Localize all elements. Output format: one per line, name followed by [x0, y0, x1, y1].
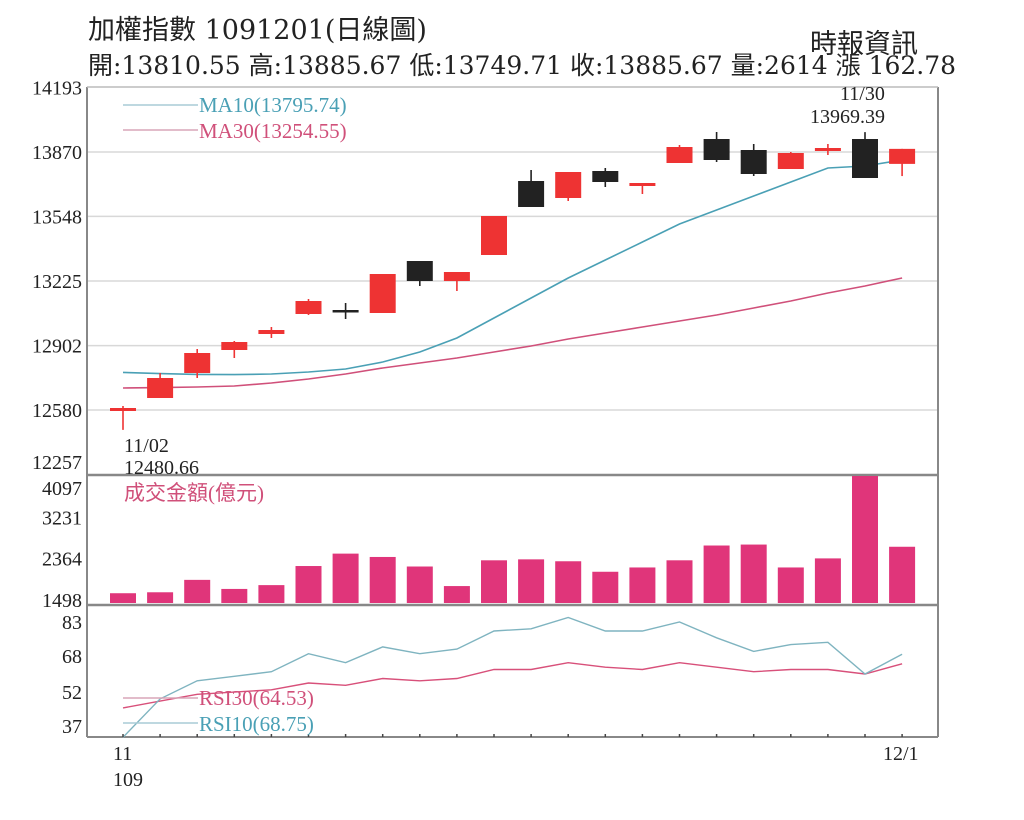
x-label-start-year: 109 — [113, 769, 143, 791]
volume-bar — [666, 560, 693, 603]
volume-bar — [184, 579, 211, 603]
volume-tick-label: 2364 — [42, 549, 82, 571]
volume-bar — [777, 567, 804, 603]
candle-body — [777, 153, 804, 169]
volume-tick-label: 3231 — [42, 507, 82, 529]
volume-bar — [703, 545, 730, 603]
candle-body — [184, 353, 211, 373]
volume-bar — [555, 561, 582, 603]
candle-body — [889, 148, 916, 164]
legend-ma30-label: MA30(13254.55) — [199, 119, 347, 143]
candle-body — [258, 330, 285, 334]
candlesticks — [110, 132, 916, 430]
candle-body — [443, 272, 470, 281]
volume-bar — [443, 586, 470, 603]
volume-bar — [369, 556, 396, 603]
candle-body — [332, 310, 359, 313]
ma10-line — [122, 159, 903, 376]
low-value-annotation: 12480.66 — [124, 457, 199, 479]
volume-bar — [221, 588, 248, 603]
rsi10-line — [122, 616, 903, 738]
candle-body — [703, 139, 730, 160]
moving-average-lines — [122, 159, 903, 389]
y-axis-ticks: 14193 13870 13548 13225 12902 12580 12257 4097 3… — [32, 77, 82, 738]
chart-frame — [86, 86, 939, 738]
volume-bar — [147, 592, 174, 603]
source-label: 時報資訊 — [810, 29, 918, 60]
volume-bar — [814, 558, 841, 603]
volume-bar — [852, 476, 878, 603]
volume-bar — [889, 546, 916, 603]
price-tick-label: 12902 — [32, 336, 82, 358]
high-date-annotation: 11/30 — [840, 83, 885, 105]
candle-body — [518, 181, 545, 207]
volume-bar — [518, 559, 545, 603]
volume-bar — [592, 571, 619, 603]
volume-bar — [295, 566, 322, 603]
price-tick-label: 14193 — [32, 77, 82, 99]
legend-rsi10: RSI10(68.75) — [123, 712, 314, 736]
legend-rsi30: RSI30(64.53) — [123, 686, 314, 710]
price-tick-label: 12580 — [32, 400, 82, 422]
candle-body — [740, 150, 767, 174]
ma30-line — [122, 277, 903, 389]
candle-body — [147, 378, 174, 398]
candle-body — [555, 172, 582, 198]
volume-bar — [481, 560, 507, 603]
rsi-tick-label: 37 — [62, 716, 82, 738]
volume-bar — [332, 553, 359, 603]
candle-body — [481, 216, 507, 255]
volume-tick-label: 4097 — [42, 478, 82, 500]
x-label-end: 12/1 — [883, 743, 919, 765]
volume-bar — [406, 566, 433, 603]
rsi-lines — [122, 616, 903, 738]
candle-body — [221, 342, 248, 350]
x-axis — [122, 734, 903, 737]
chart-title: 加權指數 1091201(日線圖) — [88, 15, 427, 46]
candle-body — [852, 139, 878, 178]
x-label-start-month: 11 — [113, 743, 132, 765]
volume-bar — [629, 567, 656, 603]
price-tick-label: 13225 — [32, 271, 82, 293]
gridlines — [87, 151, 938, 411]
rsi-tick-label: 52 — [62, 682, 82, 704]
candle-body — [814, 148, 841, 151]
candle-body — [406, 261, 433, 281]
rsi30-line — [122, 661, 903, 709]
candle-body — [369, 274, 396, 313]
volume-tick-label: 1498 — [42, 590, 82, 612]
candle-body — [110, 408, 136, 411]
rsi-tick-label: 83 — [62, 612, 82, 634]
legend-volume-label: 成交金額(億元) — [124, 481, 264, 505]
rsi-tick-label: 68 — [62, 646, 82, 668]
candle-body — [592, 171, 619, 182]
price-tick-label: 12257 — [32, 452, 82, 474]
price-tick-label: 13870 — [32, 142, 82, 164]
legend-ma10: MA10(13795.74) — [123, 93, 347, 117]
volume-bar — [740, 544, 767, 603]
volume-bars — [110, 476, 916, 603]
volume-bar — [258, 585, 285, 603]
candle-body — [629, 183, 656, 186]
candle-body — [295, 301, 322, 314]
volume-bar — [110, 593, 136, 603]
price-tick-label: 13548 — [32, 206, 82, 228]
legend-rsi10-label: RSI10(68.75) — [199, 712, 314, 736]
high-value-annotation: 13969.39 — [810, 106, 885, 128]
ohlc-summary: 開:13810.55 高:13885.67 低:13749.71 收:13885… — [88, 51, 957, 80]
legend-ma30: MA30(13254.55) — [123, 119, 347, 143]
low-date-annotation: 11/02 — [124, 435, 169, 457]
legend-rsi30-label: RSI30(64.53) — [199, 686, 314, 710]
candle-body — [666, 147, 693, 163]
legend-ma10-label: MA10(13795.74) — [199, 93, 347, 117]
